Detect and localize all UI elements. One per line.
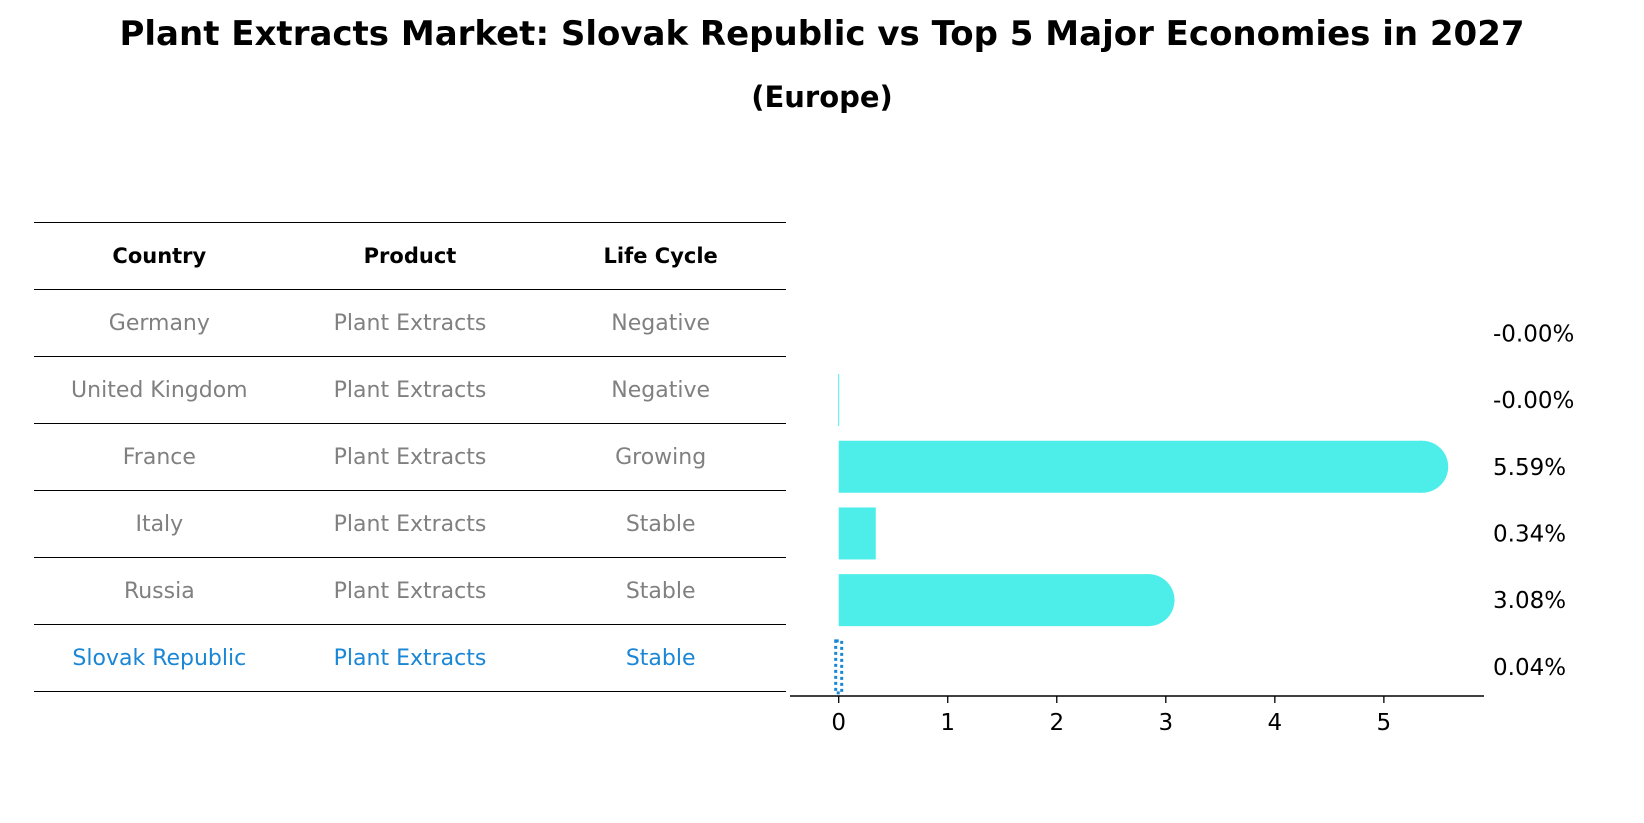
x-tick-label-2: 2 [1049,710,1064,736]
bar-chart: -0.00% -0.00% 5.59% 0.34% 3.08% 0.04% 0 1 2 3 4 5 [790,321,1574,736]
x-tick-label-1: 1 [940,710,955,736]
table-row-highlight: Slovak Republic Plant Extracts Stable [34,624,786,692]
market-table: Country Product Life Cycle Germany Plant… [34,222,786,692]
cell-life-cycle: Stable [535,490,786,558]
cell-life-cycle: Negative [535,356,786,424]
bar-4 [838,574,1149,627]
value-label-5: 0.04% [1493,655,1566,681]
header-country: Country [34,222,285,290]
cell-country: Italy [34,490,285,558]
table-row: Germany Plant Extracts Negative [34,289,786,357]
bar-5 [834,639,844,695]
cell-country: Slovak Republic [34,624,285,692]
value-label-1: -0.00% [1493,388,1574,414]
cell-country: Germany [34,289,285,357]
bar-cap-2 [1396,440,1449,493]
cell-life-cycle: Negative [535,289,786,357]
bar-cap-4 [1122,574,1175,627]
chart-subtitle: (Europe) [751,80,893,114]
header-product: Product [284,222,536,290]
chart-title: Plant Extracts Market: Slovak Republic v… [119,14,1525,54]
cell-country: Russia [34,557,285,625]
header-life-cycle: Life Cycle [535,222,786,290]
table-row: France Plant Extracts Growing [34,423,786,491]
cell-life-cycle: Growing [535,423,786,491]
cell-country: France [34,423,285,491]
table-row: United Kingdom Plant Extracts Negative [34,356,786,424]
x-tick-label-3: 3 [1158,710,1173,736]
cell-product: Plant Extracts [284,356,536,424]
value-label-0: -0.00% [1493,321,1574,347]
value-label-3: 0.34% [1493,521,1566,547]
cell-product: Plant Extracts [284,289,536,357]
cell-product: Plant Extracts [284,423,536,491]
cell-product: Plant Extracts [284,624,536,692]
cell-life-cycle: Stable [535,557,786,625]
cell-country: United Kingdom [34,356,285,424]
table-header-row: Country Product Life Cycle [34,222,786,290]
value-label-2: 5.59% [1493,455,1566,481]
x-tick-label-5: 5 [1377,710,1392,736]
table-row: Italy Plant Extracts Stable [34,490,786,558]
x-tick-label-0: 0 [831,710,846,736]
x-tick-label-4: 4 [1268,710,1283,736]
cell-product: Plant Extracts [284,490,536,558]
cell-life-cycle: Stable [535,624,786,692]
bar-3 [838,507,876,560]
bar-2 [838,440,1423,493]
table-row: Russia Plant Extracts Stable [34,557,786,625]
cell-product: Plant Extracts [284,557,536,625]
value-label-4: 3.08% [1493,588,1566,614]
